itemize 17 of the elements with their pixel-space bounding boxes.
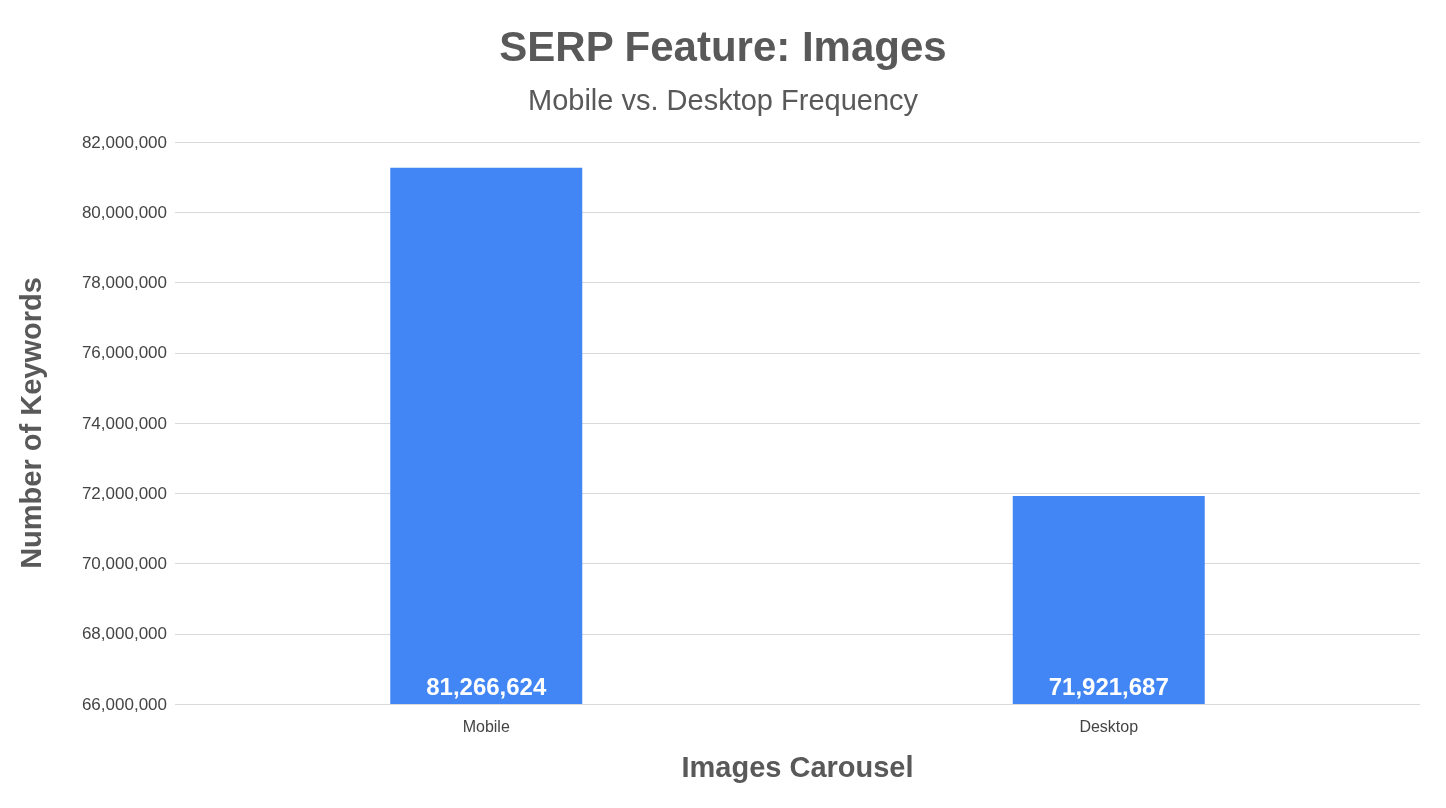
y-tick-label: 82,000,000: [81, 132, 167, 152]
y-tick-label: 80,000,000: [81, 202, 167, 222]
chart-subtitle: Mobile vs. Desktop Frequency: [527, 83, 919, 116]
y-tick-label: 76,000,000: [81, 343, 167, 363]
y-tick-label: 72,000,000: [81, 483, 167, 503]
x-tick-label: Desktop: [1079, 717, 1139, 735]
y-tick-label: 78,000,000: [81, 273, 167, 292]
y-axis-title: Number of Keywords: [14, 277, 47, 569]
x-axis-title: Images Carousel: [681, 750, 914, 783]
y-tick-label: 66,000,000: [81, 694, 167, 714]
y-tick-label: 70,000,000: [81, 554, 167, 573]
x-tick-label: Mobile: [462, 717, 510, 735]
chart-title: SERP Feature: Images: [499, 22, 947, 70]
y-tick-label: 74,000,000: [81, 413, 167, 433]
y-tick-label: 68,000,000: [81, 624, 167, 644]
data-label: 81,266,624: [426, 672, 547, 700]
data-label: 71,921,687: [1048, 672, 1169, 700]
